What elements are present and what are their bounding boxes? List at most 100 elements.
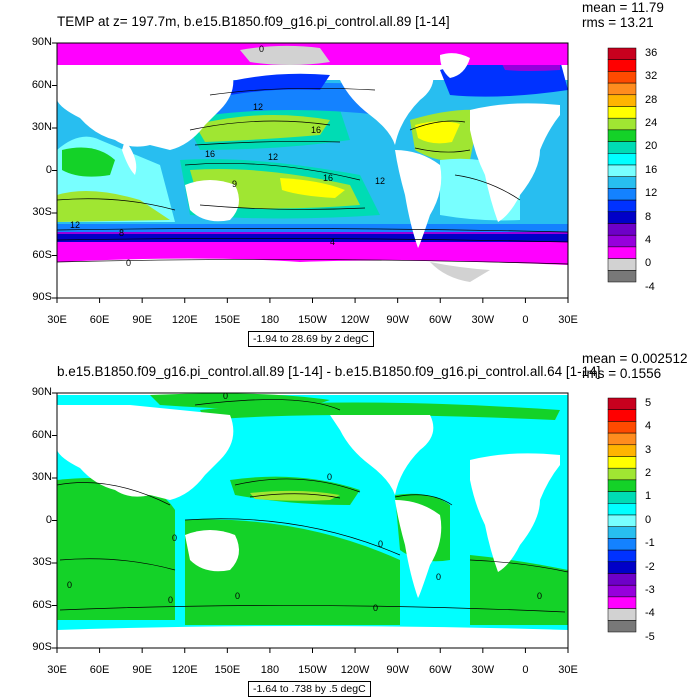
colorbar-label: 20 — [645, 140, 658, 153]
panel2-contour-label: 0 — [67, 580, 72, 590]
longitude-label: 150E — [214, 664, 241, 676]
panel1-title: TEMP at z= 197.7m, b.e15.B1850.f09_g16.p… — [57, 14, 450, 29]
colorbar-label: -3 — [645, 584, 655, 597]
longitude-label: 180 — [260, 664, 280, 676]
colorbar-label: 28 — [645, 93, 658, 106]
colorbar-swatch — [607, 246, 637, 259]
panel1-colorbar — [607, 47, 637, 283]
colorbar-swatch — [607, 47, 637, 60]
colorbar-label: -2 — [645, 560, 655, 573]
panel1-range-box: -1.94 to 28.69 by 2 degC — [248, 331, 374, 347]
colorbar-swatch — [607, 608, 637, 621]
colorbar-swatch — [607, 456, 637, 469]
panel1-contour-label: 16 — [323, 173, 333, 183]
panel1-temperature-field — [57, 43, 568, 298]
colorbar-swatch — [607, 421, 637, 434]
colorbar-swatch — [607, 584, 637, 598]
panel2-mean: mean = 0.002512 — [582, 351, 688, 366]
colorbar-swatch — [607, 270, 637, 283]
colorbar-swatch — [607, 491, 637, 504]
latitude-label: 90N — [31, 386, 52, 398]
latitude-label: 30S — [32, 206, 52, 218]
colorbar-swatch — [607, 211, 637, 224]
colorbar-swatch — [607, 596, 637, 609]
colorbar-swatch — [607, 526, 637, 539]
longitude-label: 120E — [171, 314, 198, 326]
longitude-label: 60W — [428, 314, 452, 326]
colorbar-label: 36 — [645, 46, 658, 59]
panel1-contour-label: 12 — [70, 220, 80, 230]
colorbar-swatch — [607, 94, 637, 107]
colorbar-label: 24 — [645, 117, 658, 130]
longitude-label: 30W — [471, 314, 495, 326]
colorbar-label: 16 — [645, 163, 658, 176]
longitude-label: 30E — [47, 664, 67, 676]
latitude-label: 90N — [31, 36, 52, 48]
panel1-contour-label: 16 — [311, 125, 321, 135]
colorbar-label: 32 — [645, 70, 658, 83]
panel2-contour-label: 0 — [235, 591, 240, 601]
longitude-label: 60E — [89, 664, 110, 676]
latitude-label: 60N — [31, 428, 52, 441]
panel1-mean: mean = 11.79 — [582, 0, 664, 15]
colorbar-swatch — [607, 444, 637, 457]
latitude-label: 30N — [31, 471, 52, 483]
colorbar-swatch — [607, 176, 637, 189]
colorbar-swatch — [607, 549, 637, 563]
longitude-label: 120W — [340, 664, 370, 676]
colorbar-label: 3 — [645, 443, 652, 456]
colorbar-swatch — [607, 620, 637, 633]
colorbar-label: -5 — [645, 630, 655, 643]
colorbar-swatch — [607, 479, 637, 492]
latitude-label: 90S — [32, 291, 52, 303]
longitude-label: 30E — [558, 664, 578, 676]
panel2-range-box: -1.64 to .738 by .5 degC — [248, 681, 371, 697]
longitude-label: 150W — [298, 664, 327, 676]
panel2-contour-label: 0 — [327, 472, 332, 482]
latitude-label: 0 — [45, 513, 52, 526]
colorbar-label: -4 — [645, 280, 655, 293]
longitude-label: 30W — [471, 664, 495, 676]
panel2-contour-label: 0 — [168, 595, 173, 605]
panel1-contour-label: 0 — [259, 44, 264, 54]
panel1-contour-label: 12 — [268, 152, 278, 162]
colorbar-label: -4 — [645, 607, 655, 620]
panel1-contour-label: 16 — [205, 149, 215, 159]
colorbar-swatch — [607, 223, 637, 236]
colorbar-swatch — [607, 538, 637, 551]
colorbar-swatch — [607, 573, 637, 586]
panel1-contour-label: 12 — [375, 176, 385, 186]
panel2-rms: rms = 0.1556 — [582, 366, 662, 381]
longitude-label: 150W — [298, 314, 327, 326]
latitude-label: 60S — [32, 598, 52, 611]
longitude-label: 0 — [522, 314, 529, 326]
colorbar-swatch — [607, 561, 637, 574]
panel2-contour-label: 0 — [223, 391, 228, 401]
colorbar-label: 1 — [645, 490, 652, 503]
colorbar-swatch — [607, 82, 637, 96]
colorbar-swatch — [607, 432, 637, 446]
panel2-contour-label: 0 — [537, 591, 542, 601]
colorbar-swatch — [607, 503, 637, 516]
colorbar-swatch — [607, 153, 637, 166]
panel2-title: b.e15.B1850.f09_g16.pi_control.all.89 [1… — [57, 364, 601, 379]
colorbar-label: 0 — [645, 257, 652, 270]
longitude-label: 180 — [260, 314, 280, 326]
colorbar-label: 8 — [645, 210, 652, 223]
longitude-label: 120W — [340, 314, 370, 326]
panel1-contour-label: 0 — [126, 258, 131, 268]
colorbar-swatch — [607, 397, 637, 410]
latitude-label: 60N — [31, 78, 52, 91]
longitude-label: 90E — [132, 314, 152, 326]
colorbar-label: 12 — [645, 187, 658, 200]
colorbar-swatch — [607, 129, 637, 142]
panel1-contour-label: 8 — [119, 228, 124, 238]
longitude-label: 90W — [386, 314, 409, 326]
colorbar-swatch — [607, 467, 637, 481]
longitude-label: 90E — [132, 664, 152, 676]
longitude-label: 90W — [386, 664, 409, 676]
colorbar-swatch — [607, 409, 637, 422]
longitude-label: 30E — [558, 314, 578, 326]
colorbar-swatch — [607, 71, 637, 84]
colorbar-swatch — [607, 514, 637, 527]
